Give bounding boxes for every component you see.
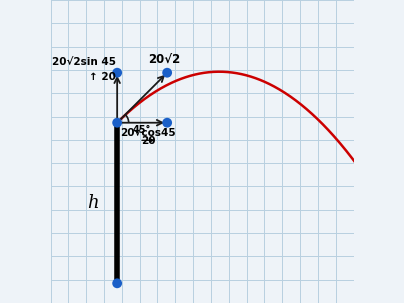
Point <box>164 70 170 75</box>
Point <box>114 120 120 125</box>
Text: 20: 20 <box>141 136 156 146</box>
Text: 20√cos45: 20√cos45 <box>120 128 176 138</box>
Text: 20√2: 20√2 <box>148 53 180 66</box>
Text: 45°: 45° <box>133 125 151 135</box>
Point <box>114 70 120 75</box>
Text: 20√2sin 45: 20√2sin 45 <box>52 57 116 67</box>
Text: h: h <box>87 194 99 212</box>
Point <box>114 281 120 286</box>
Text: ↑ 20: ↑ 20 <box>89 72 116 82</box>
Point <box>164 120 170 125</box>
